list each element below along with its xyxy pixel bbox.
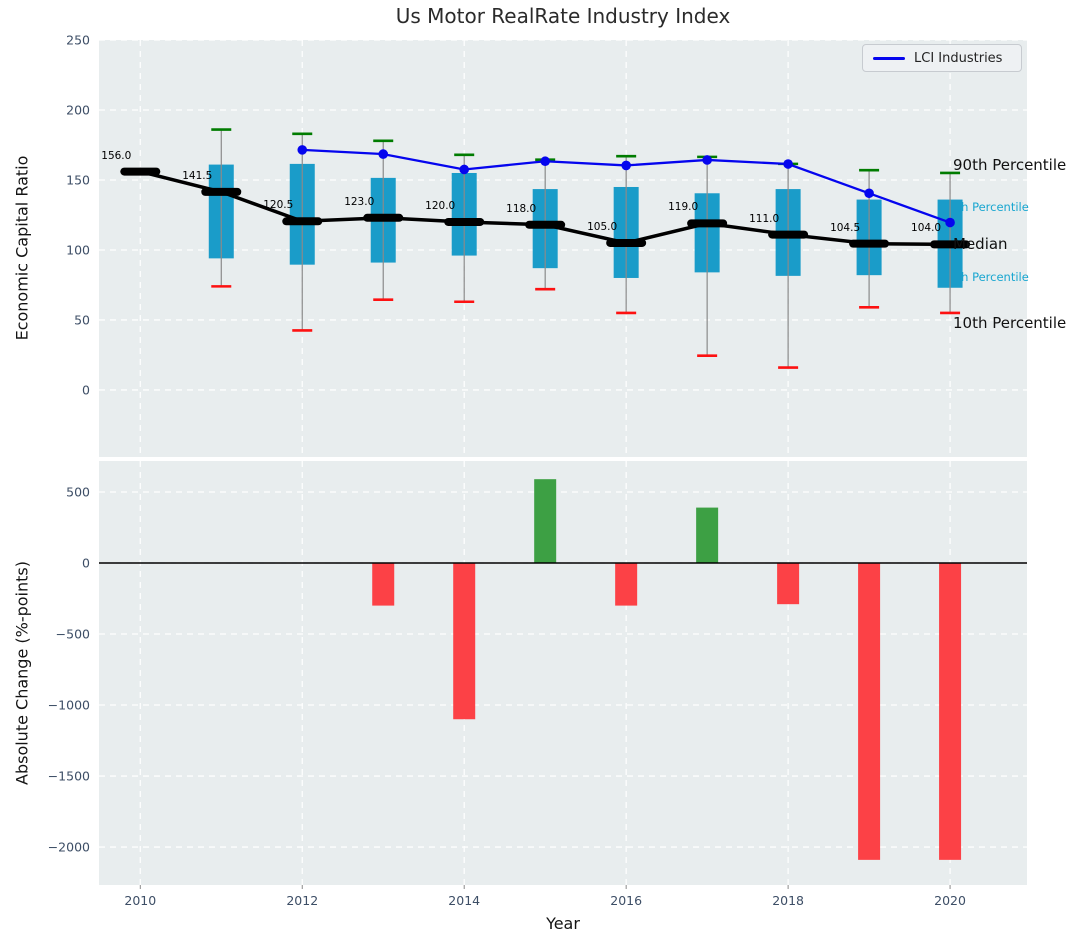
- median-value-label: 104.0: [911, 222, 942, 235]
- x-tick-label: 2020: [934, 893, 966, 908]
- median-value-label: 120.5: [263, 199, 294, 212]
- x-tick-label: 2012: [286, 893, 319, 908]
- y-tick-label-bottom: −500: [55, 626, 90, 642]
- legend: LCI Industries: [862, 44, 1022, 72]
- annotation-10th-percentile: 10th Percentile: [953, 313, 1067, 332]
- figure-title: Us Motor RealRate Industry Index: [395, 4, 731, 28]
- x-tick-label: 2010: [124, 893, 157, 908]
- y-tick-label-bottom: 500: [66, 484, 90, 500]
- company-point-2019: [864, 188, 874, 199]
- y-tick-label-bottom: −2000: [47, 839, 90, 855]
- company-point-2016: [621, 160, 631, 171]
- x-tick-label: 2018: [772, 893, 805, 908]
- y-tick-label-bottom: −1000: [47, 697, 90, 713]
- median-value-label: 123.0: [344, 195, 375, 208]
- median-value-label: 104.5: [830, 221, 861, 234]
- median-value-label: 120.0: [425, 199, 456, 212]
- annotation-90th-percentile: 90th Percentile: [953, 155, 1067, 174]
- change-bar-2019: [858, 562, 881, 860]
- change-bar-2016: [615, 562, 638, 606]
- y-tick-label-top: 150: [66, 172, 90, 188]
- y-tick-label-top: 0: [82, 382, 90, 398]
- median-value-label: 156.0: [101, 149, 132, 162]
- legend-label: LCI Industries: [914, 50, 1003, 66]
- median-value-label: 111.0: [749, 212, 780, 225]
- change-bar-2013: [372, 562, 395, 606]
- annotation-75th-percentile: 75th Percentile: [942, 199, 1029, 214]
- change-bar-2015: [534, 479, 557, 563]
- x-axis-label: Year: [546, 914, 580, 933]
- y-tick-label-top: 250: [66, 32, 90, 48]
- company-point-2017: [702, 155, 712, 165]
- y-axis-label-bottom: Absolute Change (%-points): [12, 561, 32, 785]
- annotation-25th-percentile: 25th Percentile: [942, 269, 1029, 284]
- company-point-2020: [945, 217, 955, 228]
- median-value-label: 141.5: [182, 169, 213, 182]
- y-tick-label-top: 200: [66, 102, 90, 118]
- annotation-median: Median: [953, 235, 1008, 254]
- y-tick-label-bottom: 0: [82, 555, 90, 571]
- y-tick-label-top: 50: [74, 312, 90, 328]
- x-tick-label: 2014: [448, 893, 481, 908]
- y-tick-label-bottom: −1500: [47, 768, 90, 784]
- legend-line-icon: [873, 56, 905, 60]
- company-point-2015: [540, 156, 550, 167]
- company-point-2018: [783, 159, 793, 169]
- company-point-2013: [378, 149, 389, 159]
- change-bar-2020: [939, 562, 962, 860]
- x-tick-label: 2016: [610, 893, 643, 908]
- median-value-label: 105.0: [587, 220, 618, 233]
- y-axis-label-top: Economic Capital Ratio: [12, 155, 32, 341]
- median-value-label: 119.0: [668, 201, 699, 214]
- median-value-label: 118.0: [506, 202, 537, 215]
- change-bar-2017: [696, 507, 719, 563]
- company-point-2014: [459, 164, 470, 175]
- company-point-2012: [297, 145, 308, 155]
- y-tick-label-top: 100: [66, 242, 90, 258]
- change-bar-2018: [777, 562, 800, 605]
- change-bar-2014: [453, 562, 476, 720]
